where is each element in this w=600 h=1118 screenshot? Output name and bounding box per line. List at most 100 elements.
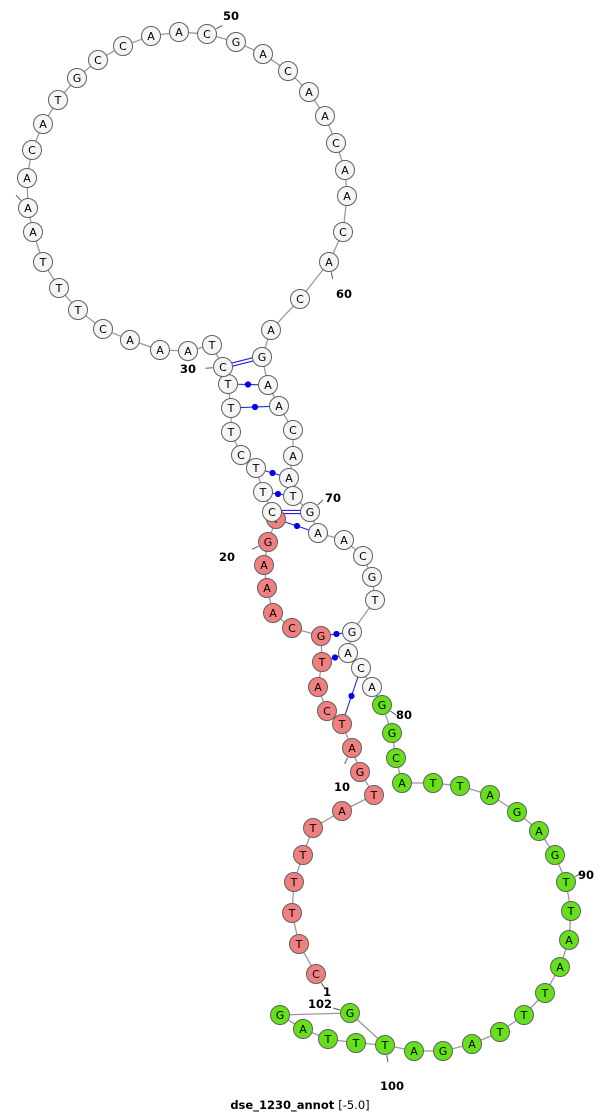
nucleotide[interactable]: C <box>262 502 282 522</box>
nucleotide[interactable]: C <box>197 24 217 44</box>
nucleotide[interactable]: C <box>231 445 251 465</box>
nucleotide[interactable]: G <box>67 68 87 88</box>
nucleotide[interactable]: T <box>202 335 222 355</box>
nucleotide[interactable]: G <box>507 802 527 822</box>
nucleotide[interactable]: T <box>514 1005 534 1025</box>
nucleotide[interactable]: T <box>218 374 238 394</box>
nucleotide[interactable]: A <box>141 26 161 46</box>
nucleotide[interactable]: C <box>282 618 302 638</box>
nucleotide[interactable]: T <box>283 486 303 506</box>
nucleotide[interactable]: A <box>263 603 283 623</box>
nucleotide[interactable]: C <box>317 701 337 721</box>
nucleotide[interactable]: G <box>300 502 320 522</box>
nucleotide[interactable]: A <box>299 82 319 102</box>
nucleotide[interactable]: C <box>213 357 233 377</box>
nucleotide[interactable]: A <box>462 1034 482 1054</box>
nucleotide[interactable]: T <box>221 398 241 418</box>
nucleotide[interactable]: A <box>337 186 357 206</box>
nucleotide[interactable]: T <box>253 482 273 502</box>
nucleotide[interactable]: A <box>257 578 277 598</box>
nucleotide[interactable]: G <box>258 532 278 552</box>
nucleotide[interactable]: T <box>318 1029 338 1049</box>
nucleotide[interactable]: A <box>283 446 303 466</box>
nucleotide[interactable]: T <box>49 278 69 298</box>
nucleotide[interactable]: T <box>332 714 352 734</box>
nucleotide[interactable]: C <box>22 140 42 160</box>
nucleotide[interactable]: A <box>362 677 382 697</box>
nucleotide[interactable]: G <box>252 347 272 367</box>
nucleotide[interactable]: T <box>284 872 304 892</box>
nucleotide[interactable]: T <box>535 983 555 1003</box>
nucleotide[interactable]: A <box>279 468 299 488</box>
nucleotide[interactable]: T <box>365 590 385 610</box>
nucleotide[interactable]: T <box>303 818 323 838</box>
nucleotide[interactable]: C <box>306 964 326 984</box>
nucleotide[interactable]: A <box>18 198 38 218</box>
nucleotide[interactable]: A <box>150 340 170 360</box>
nucleotide[interactable]: G <box>226 32 246 52</box>
nucleotide[interactable]: A <box>120 330 140 350</box>
nucleotide[interactable]: C <box>353 546 373 566</box>
nucleotide[interactable]: T <box>246 458 266 478</box>
nucleotide[interactable]: T <box>293 845 313 865</box>
nucleotide[interactable]: C <box>283 420 303 440</box>
nucleotide[interactable]: G <box>372 695 392 715</box>
nucleotide[interactable]: A <box>319 252 339 272</box>
nucleotide[interactable]: C <box>93 319 113 339</box>
nucleotide[interactable]: A <box>17 168 37 188</box>
nucleotide[interactable]: A <box>258 375 278 395</box>
nucleotide[interactable]: A <box>315 106 335 126</box>
nucleotide[interactable]: T <box>221 422 241 442</box>
nucleotide[interactable]: T <box>450 776 470 796</box>
nucleotide[interactable]: A <box>338 643 358 663</box>
nucleotide[interactable]: T <box>364 785 384 805</box>
nucleotide[interactable]: C <box>351 658 371 678</box>
nucleotide[interactable]: A <box>342 738 362 758</box>
nucleotide[interactable]: T <box>561 901 581 921</box>
nucleotide[interactable]: G <box>545 845 565 865</box>
nucleotide[interactable]: T <box>312 652 332 672</box>
nucleotide[interactable]: T <box>490 1022 510 1042</box>
nucleotide[interactable]: C <box>333 222 353 242</box>
nucleotide[interactable]: C <box>326 133 346 153</box>
nucleotide[interactable]: G <box>340 1003 360 1023</box>
nucleotide[interactable]: A <box>178 341 198 361</box>
nucleotide[interactable]: T <box>282 903 302 923</box>
nucleotide[interactable]: G <box>382 723 402 743</box>
nucleotide[interactable]: A <box>261 320 281 340</box>
nucleotide[interactable]: A <box>334 530 354 550</box>
nucleotide[interactable]: G <box>311 626 331 646</box>
nucleotide[interactable]: A <box>392 773 412 793</box>
nucleotide[interactable]: G <box>362 567 382 587</box>
nucleotide[interactable]: T <box>33 252 53 272</box>
nucleotide[interactable]: G <box>342 622 362 642</box>
nucleotide[interactable]: A <box>559 930 579 950</box>
nucleotide[interactable]: G <box>350 762 370 782</box>
nucleotide[interactable]: A <box>269 396 289 416</box>
nucleotide[interactable]: T <box>375 1035 395 1055</box>
nucleotide[interactable]: A <box>332 801 352 821</box>
nucleotide[interactable]: T <box>423 773 443 793</box>
nucleotide[interactable]: C <box>113 36 133 56</box>
nucleotide[interactable]: C <box>278 61 298 81</box>
nucleotide[interactable]: A <box>335 160 355 180</box>
nucleotide[interactable]: A <box>308 523 328 543</box>
nucleotide[interactable]: A <box>480 785 500 805</box>
nucleotide[interactable]: C <box>386 748 406 768</box>
nucleotide[interactable]: A <box>254 555 274 575</box>
nucleotide[interactable]: T <box>556 872 576 892</box>
nucleotide[interactable]: A <box>253 44 273 64</box>
nucleotide[interactable]: A <box>308 677 328 697</box>
nucleotide[interactable]: A <box>33 114 53 134</box>
nucleotide[interactable]: A <box>293 1019 313 1039</box>
nucleotide[interactable]: A <box>550 957 570 977</box>
nucleotide[interactable]: A <box>23 222 43 242</box>
nucleotide[interactable]: A <box>169 22 189 42</box>
nucleotide[interactable]: A <box>529 821 549 841</box>
nucleotide[interactable]: T <box>48 90 68 110</box>
nucleotide[interactable]: T <box>289 934 309 954</box>
nucleotide[interactable]: T <box>346 1033 366 1053</box>
nucleotide[interactable]: G <box>433 1041 453 1061</box>
nucleotide[interactable]: C <box>88 50 108 70</box>
nucleotide[interactable]: T <box>68 300 88 320</box>
